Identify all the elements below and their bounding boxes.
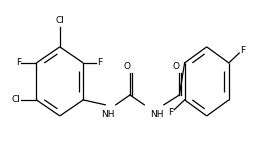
- Text: F: F: [98, 58, 103, 67]
- Text: Cl: Cl: [55, 16, 64, 25]
- Text: F: F: [240, 46, 246, 55]
- Text: NH: NH: [151, 110, 164, 119]
- Text: NH: NH: [101, 110, 115, 119]
- Text: F: F: [168, 108, 173, 117]
- Text: F: F: [16, 58, 21, 67]
- Text: Cl: Cl: [11, 95, 20, 104]
- Text: O: O: [124, 62, 130, 71]
- Text: O: O: [173, 62, 180, 71]
